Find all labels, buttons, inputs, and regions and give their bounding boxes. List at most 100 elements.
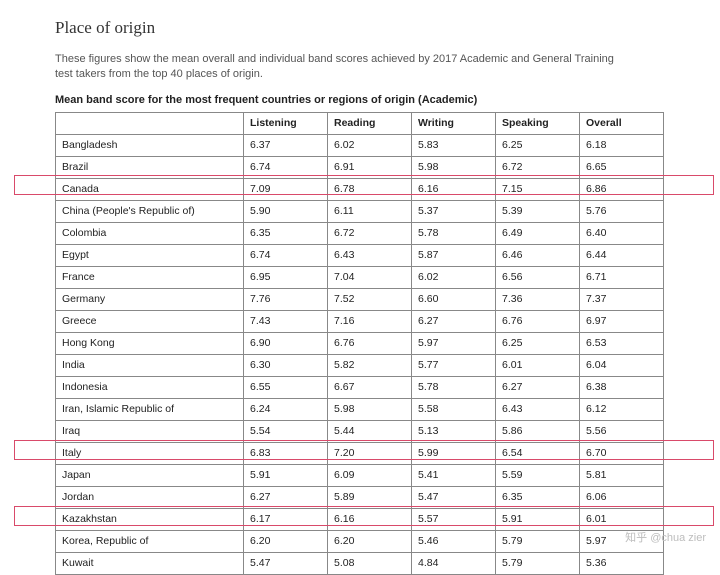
table-row: Greece7.437.166.276.766.97 (56, 310, 664, 332)
table-row: Hong Kong6.906.765.976.256.53 (56, 332, 664, 354)
table-row: Iran, Islamic Republic of6.245.985.586.4… (56, 398, 664, 420)
cell-score: 6.16 (412, 178, 496, 200)
cell-score: 7.09 (244, 178, 328, 200)
cell-score: 6.67 (328, 376, 412, 398)
cell-score: 6.49 (496, 222, 580, 244)
cell-score: 6.35 (496, 486, 580, 508)
cell-country: Colombia (56, 222, 244, 244)
cell-country: Canada (56, 178, 244, 200)
cell-score: 6.01 (496, 354, 580, 376)
table-row: Jordan6.275.895.476.356.06 (56, 486, 664, 508)
cell-country: China (People's Republic of) (56, 200, 244, 222)
page-title: Place of origin (55, 18, 720, 38)
cell-score: 6.72 (496, 156, 580, 178)
cell-score: 7.37 (580, 288, 664, 310)
cell-score: 7.20 (328, 442, 412, 464)
cell-score: 5.76 (580, 200, 664, 222)
cell-score: 6.25 (496, 332, 580, 354)
cell-country: Germany (56, 288, 244, 310)
cell-score: 6.30 (244, 354, 328, 376)
col-overall: Overall (580, 112, 664, 134)
cell-score: 5.78 (412, 376, 496, 398)
cell-score: 5.41 (412, 464, 496, 486)
cell-score: 5.82 (328, 354, 412, 376)
cell-score: 5.46 (412, 530, 496, 552)
cell-score: 7.76 (244, 288, 328, 310)
cell-score: 6.43 (496, 398, 580, 420)
table-header-row: Listening Reading Writing Speaking Overa… (56, 112, 664, 134)
cell-score: 6.18 (580, 134, 664, 156)
cell-score: 6.04 (580, 354, 664, 376)
cell-score: 6.44 (580, 244, 664, 266)
cell-country: Greece (56, 310, 244, 332)
cell-score: 6.60 (412, 288, 496, 310)
cell-country: Korea, Republic of (56, 530, 244, 552)
cell-score: 7.43 (244, 310, 328, 332)
cell-score: 6.71 (580, 266, 664, 288)
cell-score: 5.86 (496, 420, 580, 442)
cell-country: Iran, Islamic Republic of (56, 398, 244, 420)
cell-score: 6.86 (580, 178, 664, 200)
cell-score: 6.76 (496, 310, 580, 332)
cell-score: 5.97 (412, 332, 496, 354)
cell-score: 5.91 (496, 508, 580, 530)
cell-country: France (56, 266, 244, 288)
cell-score: 7.16 (328, 310, 412, 332)
col-country (56, 112, 244, 134)
table-row: Iraq5.545.445.135.865.56 (56, 420, 664, 442)
cell-score: 5.99 (412, 442, 496, 464)
cell-score: 6.54 (496, 442, 580, 464)
table-row: Germany7.767.526.607.367.37 (56, 288, 664, 310)
cell-score: 6.25 (496, 134, 580, 156)
cell-score: 6.78 (328, 178, 412, 200)
cell-score: 6.83 (244, 442, 328, 464)
cell-score: 6.95 (244, 266, 328, 288)
cell-score: 6.65 (580, 156, 664, 178)
col-speaking: Speaking (496, 112, 580, 134)
cell-score: 5.90 (244, 200, 328, 222)
cell-score: 6.11 (328, 200, 412, 222)
cell-score: 5.13 (412, 420, 496, 442)
table-row: Colombia6.356.725.786.496.40 (56, 222, 664, 244)
table-row: Brazil6.746.915.986.726.65 (56, 156, 664, 178)
cell-score: 6.90 (244, 332, 328, 354)
col-listening: Listening (244, 112, 328, 134)
cell-score: 5.57 (412, 508, 496, 530)
cell-score: 6.16 (328, 508, 412, 530)
table-row: Indonesia6.556.675.786.276.38 (56, 376, 664, 398)
cell-score: 5.59 (496, 464, 580, 486)
cell-score: 6.74 (244, 244, 328, 266)
cell-score: 5.47 (244, 552, 328, 574)
table-row: India6.305.825.776.016.04 (56, 354, 664, 376)
cell-score: 6.46 (496, 244, 580, 266)
table-row: China (People's Republic of)5.906.115.37… (56, 200, 664, 222)
cell-score: 6.02 (328, 134, 412, 156)
table-row: Kazakhstan6.176.165.575.916.01 (56, 508, 664, 530)
cell-score: 5.81 (580, 464, 664, 486)
cell-country: Egypt (56, 244, 244, 266)
cell-country: Japan (56, 464, 244, 486)
cell-score: 5.36 (580, 552, 664, 574)
cell-country: Brazil (56, 156, 244, 178)
cell-score: 6.24 (244, 398, 328, 420)
cell-score: 6.76 (328, 332, 412, 354)
cell-score: 5.98 (412, 156, 496, 178)
cell-score: 6.35 (244, 222, 328, 244)
cell-score: 6.37 (244, 134, 328, 156)
cell-score: 6.02 (412, 266, 496, 288)
cell-score: 6.53 (580, 332, 664, 354)
cell-score: 6.27 (412, 310, 496, 332)
cell-score: 5.79 (496, 530, 580, 552)
cell-score: 5.39 (496, 200, 580, 222)
cell-score: 4.84 (412, 552, 496, 574)
cell-country: Iraq (56, 420, 244, 442)
cell-score: 5.37 (412, 200, 496, 222)
cell-score: 5.87 (412, 244, 496, 266)
cell-score: 5.56 (580, 420, 664, 442)
cell-score: 6.56 (496, 266, 580, 288)
cell-score: 7.15 (496, 178, 580, 200)
cell-score: 6.40 (580, 222, 664, 244)
cell-score: 6.91 (328, 156, 412, 178)
cell-score: 6.20 (244, 530, 328, 552)
cell-score: 6.27 (496, 376, 580, 398)
